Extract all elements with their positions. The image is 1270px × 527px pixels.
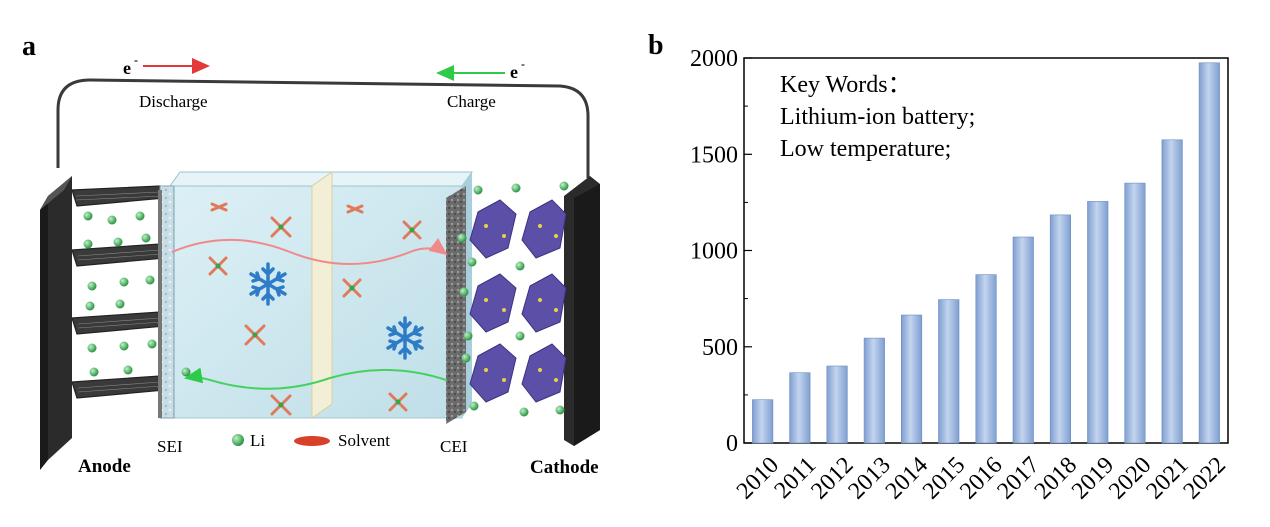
- bar-2016: [975, 274, 997, 444]
- li-ions: [83, 181, 569, 417]
- y-tick-label-2000: 2000: [690, 46, 738, 72]
- x-axis: 2010201120122013201420152016201720182019…: [732, 436, 1231, 504]
- electron-label-right: e: [510, 62, 518, 82]
- ion-path-charge: [184, 367, 447, 390]
- separator: [311, 171, 333, 419]
- sei-layer: [159, 185, 175, 419]
- circuit-wire: [56, 78, 590, 178]
- cathode-label: Cathode: [530, 457, 599, 478]
- snowflake-icon: [386, 316, 424, 360]
- y-tick-label-1500: 1500: [690, 142, 738, 168]
- annotation-line-2: Lithium-ion battery;: [780, 104, 975, 130]
- bar-2018: [1049, 214, 1071, 444]
- solvent-icon: [294, 436, 330, 446]
- li-legend-label: Li: [250, 431, 265, 450]
- bar-2020: [1124, 182, 1146, 444]
- bar-2013: [863, 337, 885, 444]
- sei-label: SEI: [157, 437, 183, 456]
- anode-collector: [40, 196, 48, 470]
- cei-layer: [446, 186, 466, 424]
- electron-sup-left: -: [134, 53, 138, 67]
- snowflake-icon: [249, 262, 287, 306]
- bar-2012: [826, 365, 848, 444]
- panel-a: a e - Discharge e - Charge: [22, 31, 600, 478]
- cathode-crystals: [469, 199, 567, 403]
- y-tick-label-0: 0: [726, 431, 738, 457]
- y-tick-label-1000: 1000: [690, 239, 738, 265]
- panel-a-letter: a: [22, 31, 36, 62]
- bar-2022: [1198, 62, 1220, 444]
- li-ion-icon: [232, 434, 244, 446]
- bar-2011: [789, 372, 811, 444]
- x-tick-label-2022: 2022: [1179, 452, 1231, 504]
- bar-2017: [1012, 236, 1034, 444]
- discharge-label: Discharge: [139, 92, 208, 111]
- annotation-line-1: Key Words：: [780, 72, 912, 98]
- charge-label: Charge: [447, 92, 496, 111]
- bar-2019: [1087, 201, 1109, 444]
- anode-graphite-layers: [71, 185, 166, 399]
- annotation-line-3: Low temperature;: [780, 136, 951, 162]
- bar-2015: [938, 299, 960, 444]
- y-axis: 0 500 1000 1500 2000: [690, 46, 752, 457]
- panel-b-letter: b: [648, 30, 664, 61]
- y-tick-label-500: 500: [702, 335, 738, 361]
- electron-label-left: e: [123, 58, 131, 78]
- anode-label: Anode: [78, 456, 131, 477]
- ion-path-discharge: [171, 238, 448, 265]
- solvent-legend-label: Solvent: [338, 431, 390, 450]
- bar-2021: [1161, 139, 1183, 444]
- cei-label: CEI: [440, 437, 468, 456]
- bar-2010: [752, 399, 774, 444]
- bar-2014: [900, 314, 923, 444]
- bar-series: [752, 62, 1220, 444]
- electron-sup-right: -: [521, 57, 525, 71]
- panel-b: b 0 500 1000 1500 2000 201020112012201320142…: [648, 30, 1231, 504]
